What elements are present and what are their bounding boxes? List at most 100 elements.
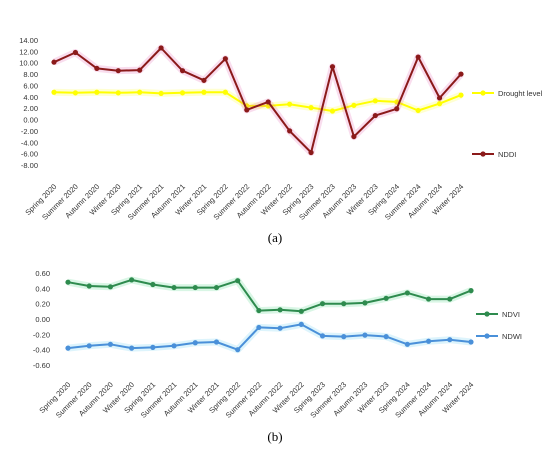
data-point [158, 45, 164, 51]
chart-b-panel: 0.60 0.40 0.20 0.00 -0.20 -0.40 -0.60 Spring 20… [0, 248, 550, 428]
data-point [341, 301, 347, 307]
data-point [244, 107, 250, 113]
data-point [115, 68, 121, 74]
data-point [308, 149, 314, 156]
y-tick-label: 12.00 [19, 47, 38, 56]
legend-swatch-marker [484, 333, 490, 339]
y-tick-label: -4.00 [21, 138, 38, 147]
data-point [436, 95, 443, 101]
data-point [383, 295, 389, 301]
data-point [235, 278, 241, 284]
data-point [362, 332, 368, 338]
data-point [137, 67, 143, 73]
data-point [51, 59, 57, 65]
caption-a: (a) [267, 230, 283, 245]
data-point [319, 301, 326, 307]
data-point [447, 337, 453, 343]
series-line [53, 47, 462, 154]
data-point [94, 89, 100, 95]
y-tick-label: -0.40 [33, 346, 50, 355]
data-point [351, 102, 357, 108]
data-point [51, 89, 57, 95]
y-tick-label: 0.40 [35, 284, 50, 293]
data-point [468, 339, 474, 345]
data-point [129, 277, 135, 283]
data-point [129, 345, 135, 351]
series-line [67, 278, 472, 313]
data-point [383, 334, 389, 340]
y-tick-label: -0.20 [33, 330, 50, 339]
data-point [201, 89, 207, 95]
y-tick-label: 0.00 [35, 315, 50, 324]
legend-label: NDWI [502, 332, 522, 341]
data-point [86, 343, 92, 349]
series-line [67, 323, 472, 351]
data-point [179, 90, 186, 96]
data-point [458, 92, 464, 98]
data-point [308, 105, 314, 111]
y-tick-label: 4.00 [23, 93, 38, 102]
data-point [265, 99, 271, 105]
data-point [425, 296, 432, 302]
data-point [415, 107, 421, 114]
data-point [65, 345, 71, 351]
data-point [458, 71, 464, 77]
data-point [107, 284, 114, 290]
caption-b: (b) [267, 429, 283, 444]
data-point [137, 89, 143, 95]
legend-swatch-marker [480, 151, 486, 157]
data-point [192, 340, 198, 346]
legend-label: Drought level [498, 89, 543, 98]
legend-swatch-marker [480, 90, 486, 96]
y-tick-label: 0.00 [23, 116, 38, 125]
y-tick-label: 8.00 [23, 70, 38, 79]
data-point [256, 307, 262, 314]
data-point [362, 300, 368, 306]
data-point [86, 283, 92, 289]
data-point [329, 64, 336, 70]
data-point [287, 101, 293, 107]
legend-label: NDVI [502, 310, 520, 319]
y-tick-label: -6.00 [21, 150, 38, 159]
data-point [287, 128, 293, 134]
data-point [72, 90, 79, 96]
data-point [372, 98, 378, 104]
data-point [192, 284, 198, 291]
data-point [107, 341, 114, 347]
data-point [213, 284, 220, 291]
data-point [115, 90, 121, 96]
data-point [222, 56, 228, 62]
data-point [394, 106, 400, 112]
y-tick-label: 2.00 [23, 104, 38, 113]
data-point [235, 347, 241, 353]
data-point [372, 112, 378, 119]
data-point [158, 90, 164, 97]
data-point [447, 296, 453, 302]
series-glow [67, 276, 473, 315]
data-point [150, 344, 156, 350]
data-point [341, 334, 347, 340]
data-point [329, 108, 336, 114]
data-point [179, 68, 186, 74]
data-point [94, 65, 100, 72]
y-tick-label: 10.00 [19, 59, 38, 68]
y-tick-label: -0.60 [33, 361, 50, 370]
legend-label: NDDI [498, 150, 516, 159]
data-point [436, 101, 443, 107]
data-point [298, 308, 304, 314]
data-point [213, 339, 220, 345]
y-tick-label: 0.60 [35, 269, 50, 278]
data-point [150, 281, 156, 288]
y-tick-label: -2.00 [21, 127, 38, 136]
data-point [201, 77, 207, 83]
data-point [468, 288, 474, 294]
data-point [256, 324, 262, 331]
y-tick-label: 14.00 [19, 36, 38, 45]
data-point [351, 133, 357, 140]
data-point [277, 307, 283, 313]
data-point [171, 284, 177, 291]
data-point [319, 333, 326, 339]
data-point [222, 89, 228, 95]
chart-a: 14.00 12.00 10.00 8.00 6.00 4.00 2.00 0.00 -2.00… [19, 36, 543, 222]
